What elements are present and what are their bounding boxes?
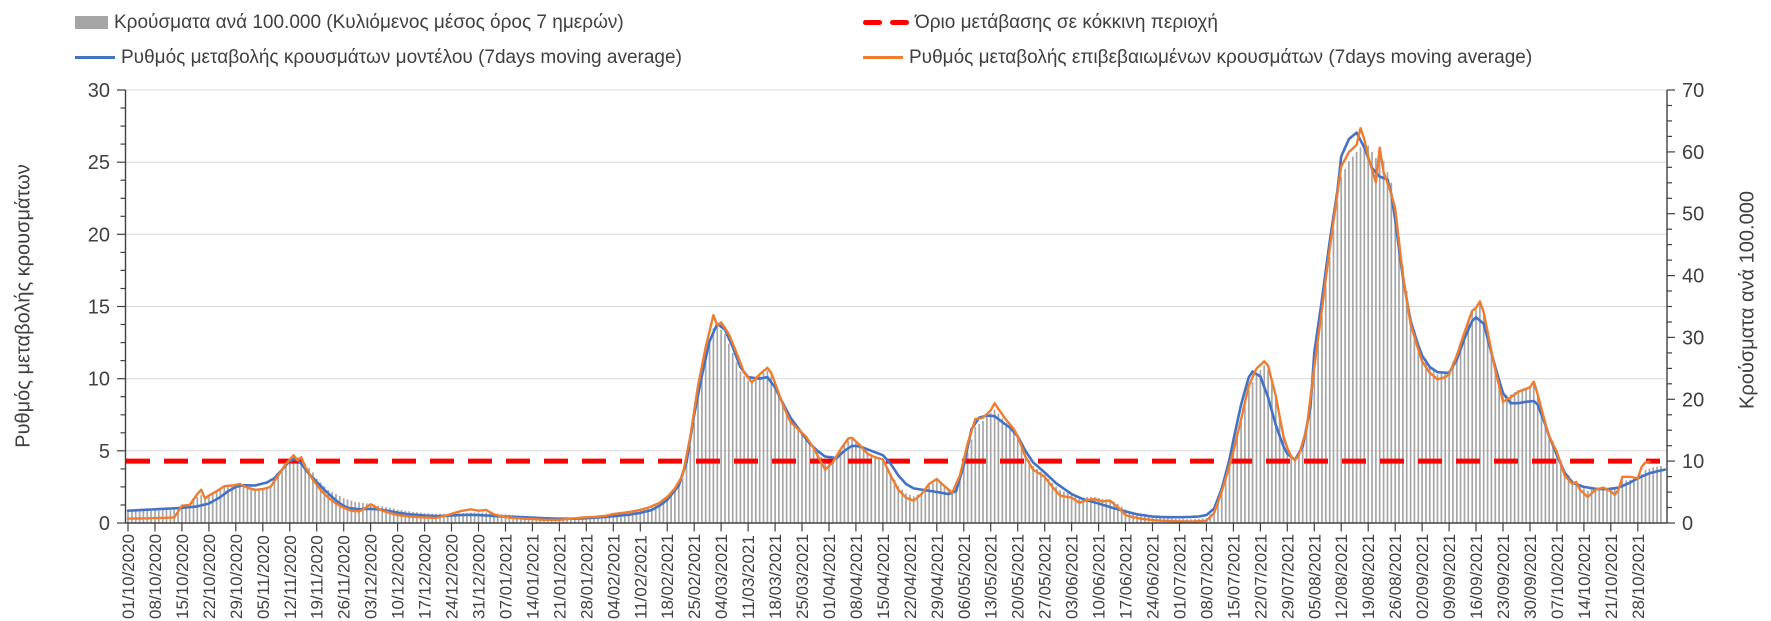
x-tick-label: 17/06/2021 (1117, 534, 1136, 619)
x-tick-label: 03/12/2020 (362, 534, 381, 619)
x-tick-label: 17/12/2020 (416, 534, 435, 619)
x-tick-label: 20/05/2021 (1009, 534, 1028, 619)
x-tick-label: 15/07/2021 (1224, 534, 1243, 619)
left-axis-ticks: 0 5 10 15 20 25 30 (88, 80, 126, 535)
x-tick-label: 28/01/2021 (577, 534, 596, 619)
x-tick-label: 09/09/2021 (1440, 534, 1459, 619)
x-tick-label: 11/02/2021 (631, 535, 650, 619)
x-tick-label: 28/10/2021 (1629, 534, 1648, 619)
left-tick-label: 20 (88, 224, 110, 246)
x-tick-label: 29/07/2021 (1278, 534, 1297, 619)
legend-item-model-rate: Ρυθμός μεταβολής κρουσμάτων μοντέλου (7d… (75, 48, 682, 67)
right-axis-title: Κρούσματα ανά 100.000 (1736, 191, 1759, 409)
x-tick-label: 05/08/2021 (1305, 534, 1324, 619)
right-tick-label: 30 (1682, 327, 1704, 349)
x-tick-label: 24/06/2021 (1144, 534, 1163, 619)
x-tick-label: 06/05/2021 (955, 534, 974, 619)
left-tick-label: 5 (99, 441, 110, 463)
left-tick-label: 25 (88, 152, 110, 174)
confirmed-line (126, 126, 1651, 523)
x-tick-label: 15/04/2021 (874, 534, 893, 619)
x-tick-label: 23/09/2021 (1494, 534, 1513, 619)
x-tick-label: 12/08/2021 (1332, 534, 1351, 619)
x-tick-label: 02/09/2021 (1413, 534, 1432, 619)
x-tick-label: 26/08/2021 (1386, 534, 1405, 619)
x-tick-label: 19/08/2021 (1359, 534, 1378, 619)
x-tick-label: 14/01/2021 (523, 534, 542, 619)
right-tick-label: 60 (1682, 142, 1704, 164)
x-axis-ticks: 01/10/2020 08/10/2020 15/10/2020 22/10/2020… (119, 523, 1648, 619)
x-tick-label: 29/10/2020 (227, 534, 246, 619)
right-tick-label: 50 (1682, 204, 1704, 226)
x-tick-label: 07/01/2021 (497, 534, 516, 619)
gridlines (125, 89, 1667, 452)
line-swatch-icon (863, 56, 903, 59)
left-tick-label: 30 (88, 80, 110, 102)
x-tick-label: 08/07/2021 (1197, 534, 1216, 619)
x-tick-label: 22/07/2021 (1251, 534, 1270, 619)
x-tick-label: 13/05/2021 (982, 534, 1001, 619)
x-tick-label: 16/09/2021 (1467, 534, 1486, 619)
x-tick-label: 03/06/2021 (1063, 534, 1082, 619)
x-tick-label: 12/11/2020 (281, 535, 300, 619)
left-tick-label: 0 (99, 513, 110, 535)
bars-series (127, 142, 1662, 523)
x-tick-label: 31/12/2020 (470, 534, 489, 619)
x-tick-label: 18/03/2021 (766, 534, 785, 619)
x-tick-label: 21/01/2021 (550, 534, 569, 619)
dashed-line-swatch-icon (863, 20, 909, 25)
x-tick-label: 04/02/2021 (604, 534, 623, 619)
x-tick-label: 10/12/2020 (389, 534, 408, 619)
x-tick-label: 21/10/2021 (1602, 534, 1621, 619)
x-tick-label: 15/10/2020 (173, 534, 192, 619)
x-tick-label: 08/10/2020 (146, 534, 165, 619)
right-tick-label: 40 (1682, 266, 1704, 288)
legend-label-model-rate: Ρυθμός μεταβολής κρουσμάτων μοντέλου (7d… (121, 47, 682, 68)
x-tick-label: 11/03/2021 (739, 535, 758, 619)
legend-item-confirmed-rate: Ρυθμός μεταβολής επιβεβαιωμένων κρουσμάτ… (863, 48, 1532, 67)
x-tick-label: 29/04/2021 (928, 534, 947, 619)
x-tick-label: 22/04/2021 (901, 534, 920, 619)
legend-label-cases-per-100k: Κρούσματα ανά 100.000 (Κυλιόμενος μέσος … (114, 12, 624, 33)
x-tick-label: 08/04/2021 (847, 534, 866, 619)
legend-item-red-threshold: Όριο μετάβασης σε κόκκινη περιοχή (863, 13, 1218, 32)
left-tick-label: 10 (88, 369, 110, 391)
left-axis-title: Ρυθμός μεταβολής κρουσμάτων (12, 164, 35, 448)
x-tick-label: 24/12/2020 (443, 534, 462, 619)
line-swatch-icon (75, 56, 115, 59)
x-tick-label: 04/03/2021 (712, 534, 731, 619)
right-axis-ticks: 0 10 20 30 40 50 60 70 (1667, 80, 1704, 535)
x-tick-label: 01/10/2020 (119, 534, 138, 619)
x-tick-label: 05/11/2020 (254, 535, 273, 619)
x-tick-label: 25/02/2021 (685, 534, 704, 619)
left-tick-label: 15 (88, 297, 110, 319)
bar-swatch-icon (75, 16, 108, 29)
x-tick-label: 22/10/2020 (200, 534, 219, 619)
legend-label-red-threshold: Όριο μετάβασης σε κόκκινη περιοχή (915, 12, 1218, 33)
right-tick-label: 0 (1682, 513, 1693, 535)
x-tick-label: 01/04/2021 (820, 534, 839, 619)
x-tick-label: 26/11/2020 (335, 535, 354, 619)
x-tick-label: 07/10/2021 (1548, 534, 1567, 619)
right-tick-label: 10 (1682, 451, 1704, 473)
x-tick-label: 30/09/2021 (1521, 534, 1540, 619)
x-tick-label: 19/11/2020 (308, 535, 327, 619)
x-tick-label: 01/07/2021 (1171, 534, 1190, 619)
right-tick-label: 20 (1682, 389, 1704, 411)
legend-item-cases-per-100k: Κρούσματα ανά 100.000 (Κυλιόμενος μέσος … (75, 13, 624, 32)
x-tick-label: 10/06/2021 (1090, 534, 1109, 619)
legend-label-confirmed-rate: Ρυθμός μεταβολής επιβεβαιωμένων κρουσμάτ… (909, 47, 1533, 68)
x-tick-label: 18/02/2021 (658, 534, 677, 619)
x-tick-label: 14/10/2021 (1575, 534, 1594, 619)
right-tick-label: 70 (1682, 80, 1704, 102)
x-tick-label: 27/05/2021 (1036, 534, 1055, 619)
x-tick-label: 25/03/2021 (793, 534, 812, 619)
